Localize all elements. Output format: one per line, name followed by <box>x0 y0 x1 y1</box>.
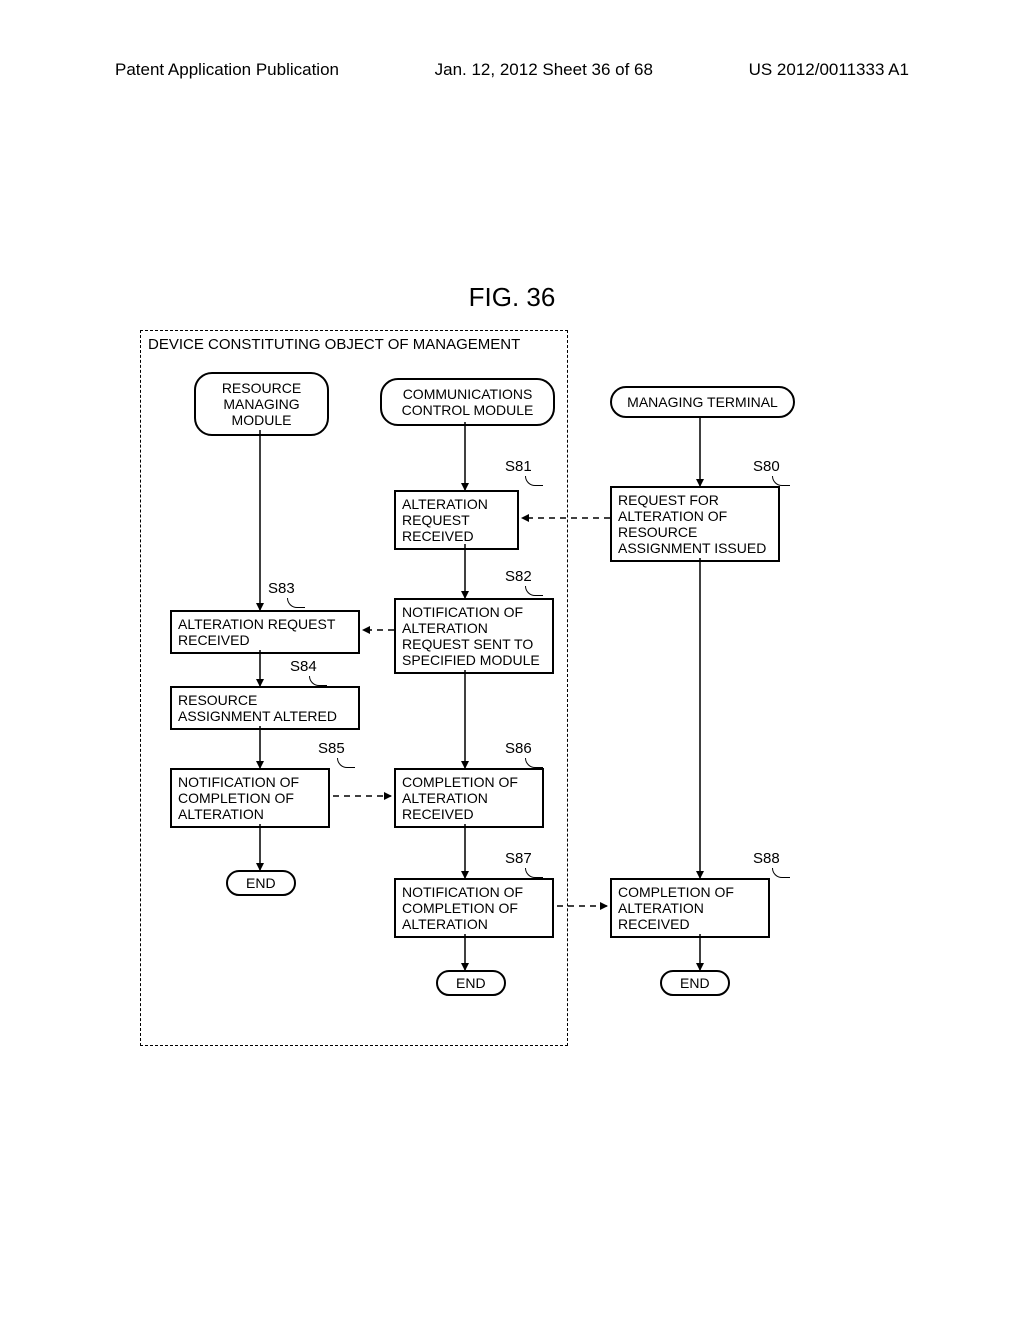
header-left: Patent Application Publication <box>115 60 339 80</box>
page-root: Patent Application Publication Jan. 12, … <box>0 0 1024 1320</box>
figure-title: FIG. 36 <box>0 282 1024 313</box>
diagram-canvas: DEVICE CONSTITUTING OBJECT OF MANAGEMENT… <box>140 330 880 1050</box>
header-right: US 2012/0011333 A1 <box>749 60 909 80</box>
page-header: Patent Application Publication Jan. 12, … <box>115 60 909 80</box>
header-center: Jan. 12, 2012 Sheet 36 of 68 <box>435 60 653 80</box>
connector-layer <box>140 330 880 1050</box>
